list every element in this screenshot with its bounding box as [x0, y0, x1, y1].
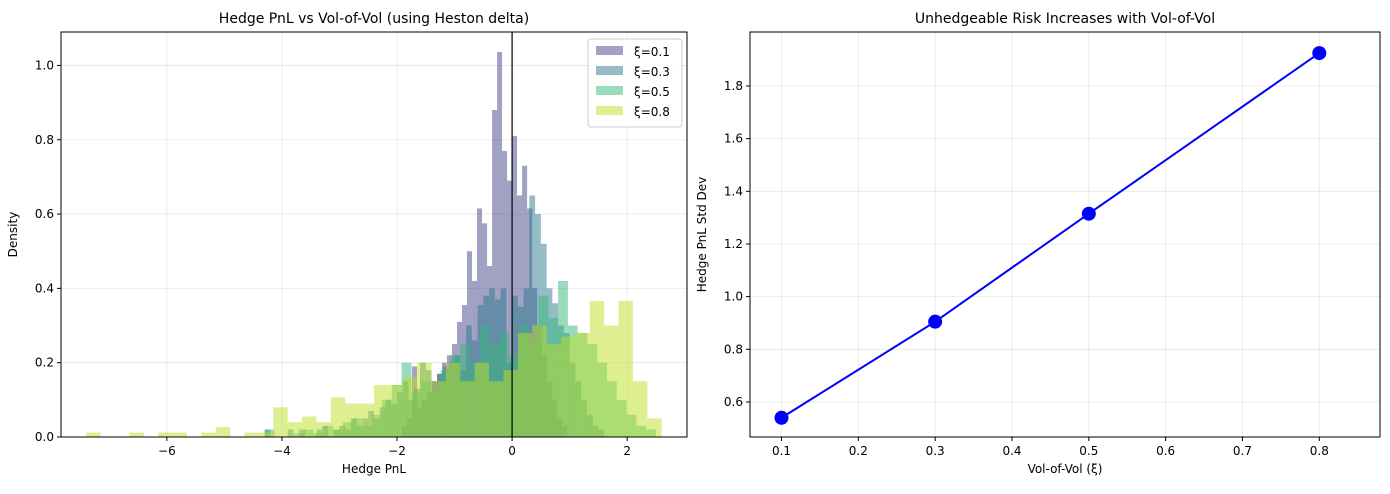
histogram-bar: [589, 301, 605, 437]
x-axis-label: Hedge PnL: [342, 462, 406, 476]
histogram-bar: [546, 344, 561, 437]
y-tick-label: 1.0: [724, 290, 743, 304]
histogram-bar: [647, 418, 662, 437]
histogram-bar: [503, 370, 518, 437]
histogram-bar: [417, 362, 432, 437]
x-tick-label: 0.3: [926, 444, 945, 458]
histogram-bar: [474, 362, 490, 437]
data-point: [1312, 46, 1327, 61]
y-tick-label: 1.4: [724, 184, 743, 198]
histogram-bar: [201, 432, 216, 437]
histogram-bar: [529, 195, 536, 437]
y-tick-label: 0.0: [35, 430, 54, 444]
histogram-bar: [497, 52, 503, 438]
legend-swatch: [596, 66, 623, 75]
y-axis-label: Density: [6, 212, 20, 258]
axes-1: 0.1 0.2 0.3 0.4 0.5 0.6 0.7 0.8 0.6 0.8 1.0 1.2 1.4 1…: [695, 11, 1381, 476]
histogram-bar: [273, 407, 288, 437]
histogram-bar: [158, 432, 173, 437]
histogram-bar: [302, 416, 317, 437]
histogram-bar: [374, 384, 389, 437]
y-tick-label: 1.8: [724, 79, 743, 93]
histogram-bar: [129, 432, 144, 437]
legend-swatch: [596, 106, 623, 115]
histogram-bar: [172, 432, 188, 437]
histogram-bar: [560, 336, 576, 437]
series-xi-3: [86, 301, 662, 437]
y-tick-label: 0.8: [724, 342, 743, 356]
x-tick-label: 0: [508, 444, 516, 458]
y-tick-label: 0.8: [35, 133, 54, 147]
plot-frame: [60, 31, 688, 438]
data-point: [1081, 206, 1096, 221]
legend-box: [587, 38, 683, 128]
histogram-bar: [492, 110, 498, 437]
histogram-bar: [345, 403, 360, 437]
legend-swatch: [596, 86, 623, 95]
legend-swatch: [596, 46, 623, 55]
axes-0: −6 −4 −2 0 2 0.0 0.2 0.4 0.6 0.8 1.0 Hedge PnL vs V…: [6, 11, 688, 476]
histogram-bar: [287, 422, 303, 437]
histogram-bar: [388, 384, 403, 437]
y-tick-label: 0.2: [35, 356, 54, 370]
x-tick-label: 0.1: [772, 444, 791, 458]
histogram-bar: [215, 426, 231, 437]
histogram-bar: [489, 381, 504, 437]
chart-title: Unhedgeable Risk Increases with Vol-of-V…: [915, 11, 1215, 27]
histogram-bar: [431, 381, 446, 437]
histogram-bar: [445, 362, 461, 437]
legend: ξ=0.1 ξ=0.3 ξ=0.5 ξ=0.8: [587, 38, 683, 128]
x-tick-label: 0.6: [1156, 444, 1175, 458]
histogram-bar: [460, 381, 475, 437]
histogram-bar: [359, 403, 374, 437]
histogram-bar: [575, 332, 590, 437]
histogram-bar: [517, 332, 533, 437]
y-axis-label: Hedge PnL Std Dev: [695, 177, 709, 292]
legend-label: ξ=0.5: [634, 85, 670, 99]
histogram-bar: [632, 381, 648, 437]
series-line: [780, 52, 1320, 419]
histogram-bar: [330, 397, 346, 437]
x-tick-label: 0.2: [849, 444, 868, 458]
legend-label: ξ=0.8: [634, 105, 670, 119]
data-point: [928, 314, 943, 329]
y-tick-label: 0.6: [724, 395, 743, 409]
plot-frame: [749, 31, 1381, 438]
histogram-bar: [532, 325, 547, 437]
histogram-bar: [512, 136, 518, 438]
y-tick-label: 1.0: [35, 58, 54, 72]
x-tick-label: 2: [623, 444, 631, 458]
histogram-bar: [618, 301, 633, 437]
legend-label: ξ=0.3: [634, 65, 670, 79]
histogram-bar: [258, 432, 274, 437]
histogram-bar: [604, 325, 619, 437]
histogram-bar: [402, 377, 418, 437]
histogram-bar: [86, 432, 101, 437]
x-axis-label: Vol-of-Vol (ξ): [1028, 462, 1103, 476]
y-tick-label: 1.6: [724, 132, 743, 146]
x-tick-label: −2: [388, 444, 406, 458]
histogram-bar: [244, 432, 259, 437]
x-tick-label: −6: [158, 444, 176, 458]
x-tick-label: −4: [273, 444, 291, 458]
data-point: [774, 410, 789, 425]
chart-title: Hedge PnL vs Vol-of-Vol (using Heston de…: [219, 11, 529, 27]
y-tick-label: 1.2: [724, 237, 743, 251]
histogram-bar: [316, 422, 331, 437]
x-tick-label: 0.4: [1002, 444, 1021, 458]
y-tick-label: 0.6: [35, 207, 54, 221]
legend-label: ξ=0.1: [634, 45, 670, 59]
x-tick-label: 0.7: [1233, 444, 1252, 458]
histogram-bar: [507, 180, 513, 438]
x-tick-label: 0.5: [1079, 444, 1098, 458]
x-tick-label: 0.8: [1310, 444, 1329, 458]
y-tick-label: 0.4: [35, 281, 54, 295]
